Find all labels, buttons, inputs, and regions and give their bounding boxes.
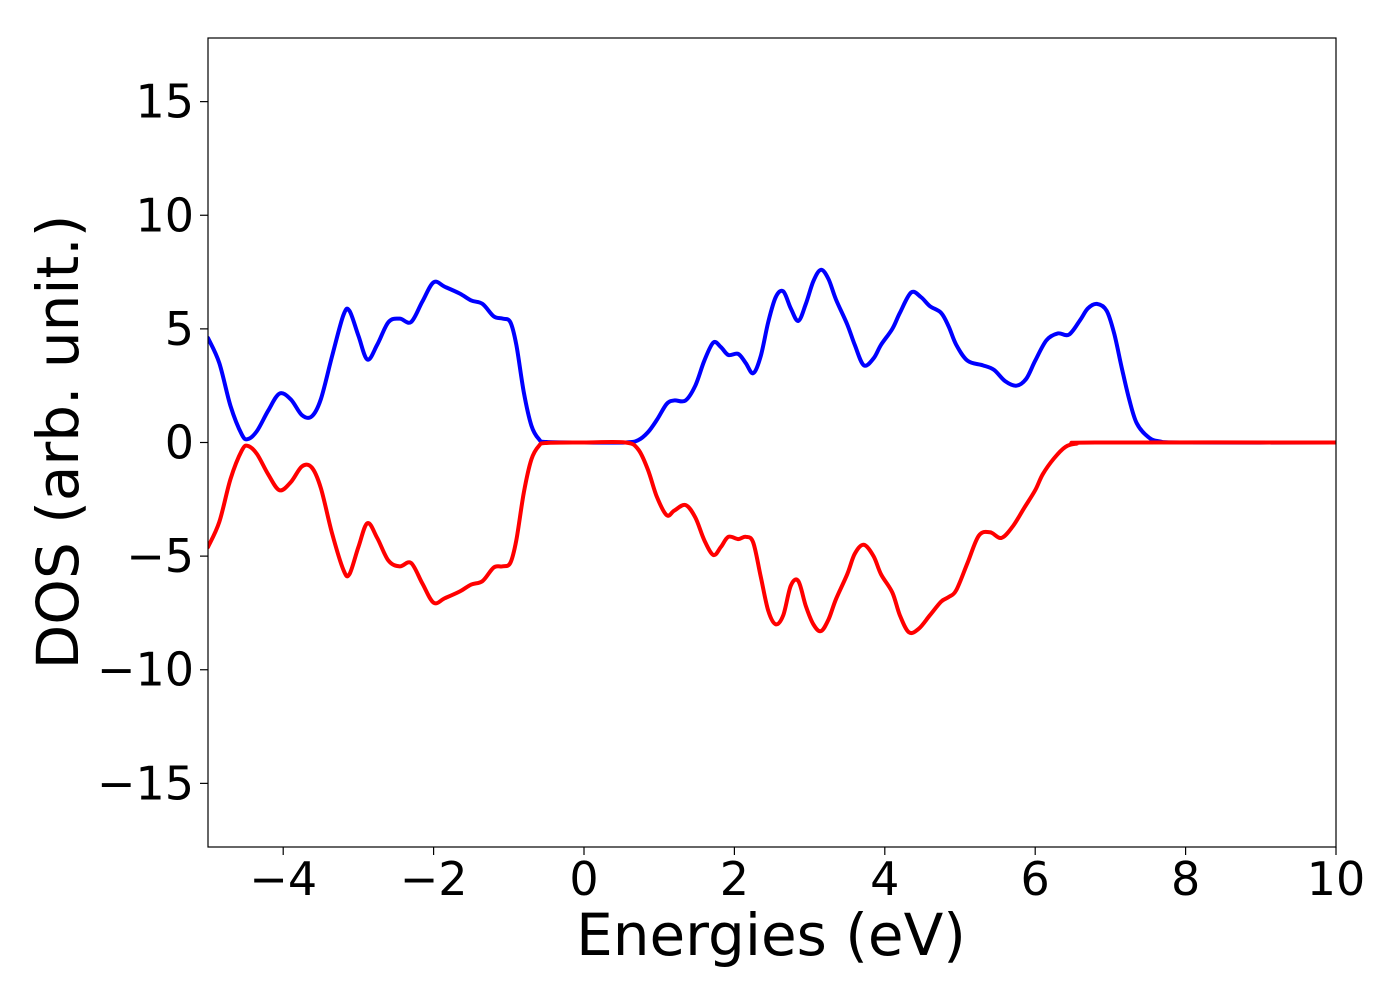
plot-lines: [208, 267, 1336, 636]
y-axis-label: DOS (arb. unit.): [24, 215, 92, 670]
x-axis-label: Energies (eV): [576, 901, 966, 969]
y-axis-ticks: −15 −10 −5 0 5 10 15: [97, 75, 208, 810]
y-tick-label: 15: [135, 75, 194, 129]
x-tick-label: 2: [720, 852, 749, 906]
x-tick-label: −2: [400, 852, 468, 906]
x-axis-ticks: −4 −2 0 2 4 6 8 10: [249, 847, 1365, 906]
series-line-blue: [208, 267, 1336, 445]
x-tick-label: 10: [1307, 852, 1366, 906]
x-tick-label: 6: [1021, 852, 1050, 906]
x-tick-label: −4: [249, 852, 317, 906]
x-tick-label: 8: [1171, 852, 1200, 906]
y-tick-label: −5: [126, 529, 194, 583]
y-tick-label: 10: [135, 188, 194, 242]
y-tick-label: −15: [97, 756, 194, 810]
y-tick-label: 5: [165, 302, 194, 356]
series-line-red: [208, 439, 1336, 636]
x-tick-label: 4: [870, 852, 899, 906]
y-tick-label: 0: [165, 416, 194, 470]
x-tick-label: 0: [569, 852, 598, 906]
y-tick-label: −10: [97, 643, 194, 697]
